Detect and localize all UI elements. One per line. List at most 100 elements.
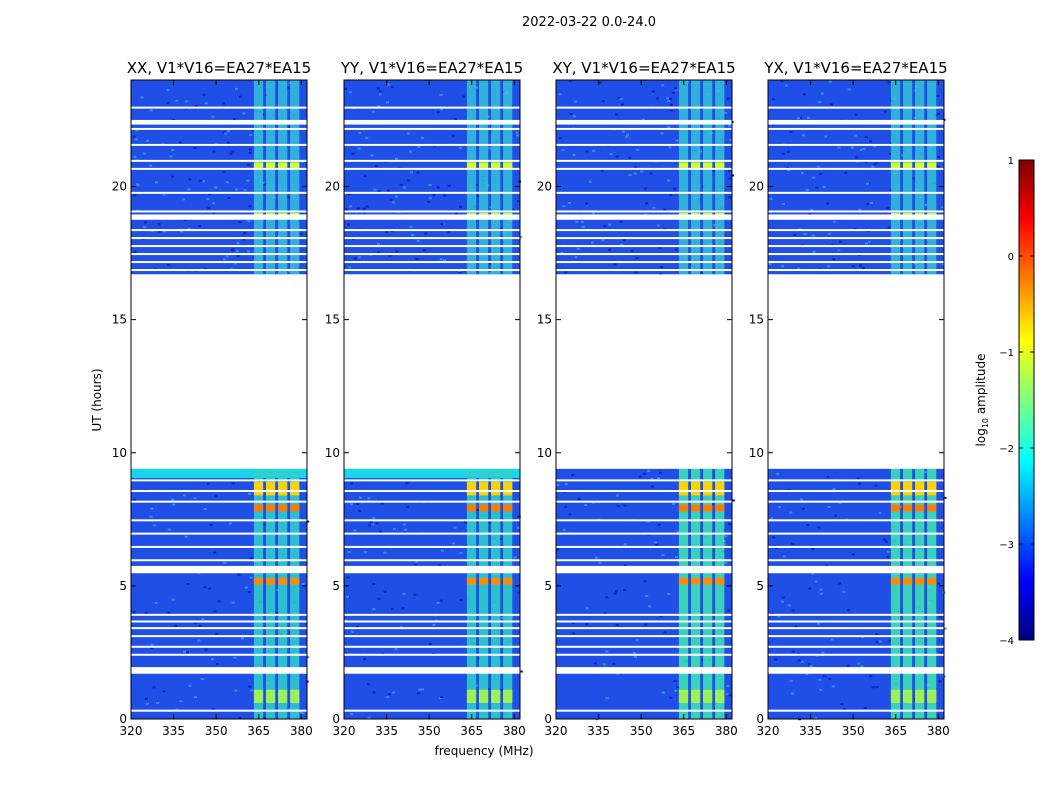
noise-pixel xyxy=(367,497,371,500)
heatmap-hotspot xyxy=(915,504,925,512)
noise-pixel xyxy=(857,662,861,665)
noise-pixel xyxy=(500,616,504,619)
heatmap-flag-line xyxy=(131,127,307,130)
noise-pixel xyxy=(222,170,226,173)
noise-pixel xyxy=(235,250,239,253)
heatmap-flag-band xyxy=(768,565,944,573)
noise-pixel xyxy=(166,88,170,91)
noise-pixel xyxy=(395,250,399,253)
y-tick-label: 5 xyxy=(119,579,127,593)
noise-pixel xyxy=(786,166,790,169)
panel-frame xyxy=(343,79,521,720)
noise-pixel xyxy=(647,469,651,472)
x-tick-label: 380 xyxy=(290,724,313,738)
noise-pixel xyxy=(652,206,656,209)
noise-pixel xyxy=(234,188,238,191)
noise-pixel xyxy=(362,207,366,210)
x-tick-label: 320 xyxy=(545,724,568,738)
panel-yy: YY, V1*V16=EA27*EA15 320 335 350 365 380 0 5 10 1… xyxy=(325,59,526,738)
noise-pixel xyxy=(626,133,630,136)
noise-pixel xyxy=(838,501,842,504)
noise-pixel xyxy=(171,498,175,501)
x-axis-label: frequency (MHz) xyxy=(434,744,533,758)
noise-pixel xyxy=(608,223,612,226)
noise-pixel xyxy=(363,211,367,214)
noise-pixel xyxy=(676,530,680,533)
heatmap-flag-line xyxy=(131,167,307,170)
noise-pixel xyxy=(377,242,381,245)
noise-pixel xyxy=(605,650,609,653)
noise-pixel xyxy=(619,220,623,223)
noise-pixel xyxy=(488,147,492,150)
noise-pixel xyxy=(866,203,870,206)
noise-pixel xyxy=(133,250,137,253)
heatmap-flag-line xyxy=(556,545,732,548)
noise-pixel xyxy=(134,138,138,141)
y-tick-label: 20 xyxy=(112,180,127,194)
noise-pixel xyxy=(852,265,856,268)
noise-pixel xyxy=(392,691,396,694)
noise-pixel xyxy=(615,590,619,593)
noise-pixel xyxy=(515,131,519,134)
heatmap-flag-line xyxy=(344,159,520,162)
noise-pixel xyxy=(593,662,597,665)
noise-pixel xyxy=(166,101,170,104)
noise-pixel xyxy=(344,87,348,90)
noise-pixel xyxy=(556,548,560,551)
noise-pixel xyxy=(222,131,226,134)
x-tick-label: 365 xyxy=(884,724,907,738)
noise-pixel xyxy=(170,175,174,178)
noise-pixel xyxy=(356,503,360,506)
y-tick-label: 20 xyxy=(325,180,340,194)
noise-pixel xyxy=(861,267,865,270)
noise-pixel xyxy=(242,112,246,115)
heatmap-hotspot xyxy=(253,504,264,512)
noise-pixel xyxy=(780,80,784,83)
noise-pixel xyxy=(150,507,154,510)
heatmap-hotspot xyxy=(690,482,701,496)
noise-pixel xyxy=(377,597,381,600)
noise-pixel xyxy=(643,187,647,190)
heatmap-flag-line xyxy=(768,545,944,548)
heatmap-hotspot xyxy=(915,689,925,704)
heatmap-flag-line xyxy=(344,210,520,213)
noise-pixel xyxy=(387,83,391,86)
noise-pixel xyxy=(453,526,457,529)
noise-pixel xyxy=(133,498,137,501)
noise-pixel xyxy=(487,115,491,118)
heatmap-flag-band xyxy=(344,565,520,573)
heatmap-hotspot xyxy=(715,482,725,496)
noise-pixel xyxy=(669,98,673,101)
noise-pixel xyxy=(831,244,835,247)
heatmap-band-column xyxy=(290,468,300,719)
noise-pixel xyxy=(238,717,242,720)
heatmap-flag-line xyxy=(344,627,520,630)
noise-pixel xyxy=(238,95,242,98)
noise-pixel xyxy=(724,535,728,538)
colorbar: 1 0 −1 −2 −3 −4 log10 amplitude xyxy=(974,156,1035,647)
noise-pixel xyxy=(362,658,366,661)
noise-pixel xyxy=(791,692,795,695)
heatmap-flag-band xyxy=(344,214,520,220)
noise-pixel xyxy=(371,523,375,526)
noise-pixel xyxy=(365,137,369,140)
y-tick-label: 0 xyxy=(332,712,340,726)
noise-pixel xyxy=(634,166,638,169)
heatmap-flag-line xyxy=(131,709,307,712)
noise-pixel xyxy=(844,171,848,174)
heatmap-hotspot xyxy=(503,504,513,512)
noise-pixel xyxy=(248,148,252,151)
heatmap-flag-line xyxy=(131,500,307,503)
heatmap-flag-line xyxy=(344,269,520,272)
noise-pixel xyxy=(888,639,892,642)
noise-pixel xyxy=(663,631,667,634)
noise-pixel xyxy=(222,102,226,105)
noise-pixel xyxy=(162,690,166,693)
heatmap-flag-band xyxy=(344,119,520,124)
noise-pixel xyxy=(654,541,658,544)
noise-pixel xyxy=(243,189,247,192)
noise-pixel xyxy=(661,691,665,694)
noise-pixel xyxy=(727,609,731,612)
heatmap-flag-line xyxy=(768,269,944,272)
noise-pixel xyxy=(424,232,428,235)
